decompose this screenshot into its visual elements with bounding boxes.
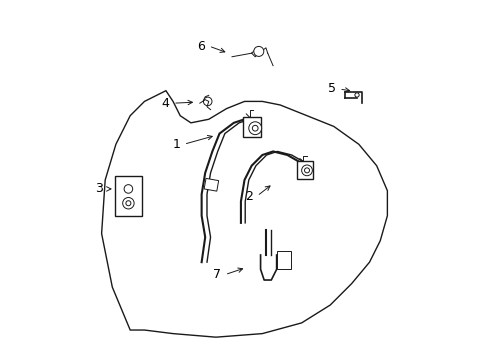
Bar [276, 251, 290, 269]
Text: 1: 1 [172, 138, 180, 151]
Text: 2: 2 [245, 190, 253, 203]
Circle shape [253, 46, 263, 57]
Bar [297, 161, 313, 179]
Text: 7: 7 [213, 268, 221, 281]
Circle shape [304, 168, 309, 173]
Text: 3: 3 [95, 183, 103, 195]
Circle shape [301, 165, 312, 176]
Circle shape [248, 122, 261, 135]
Circle shape [125, 201, 131, 206]
Circle shape [124, 185, 132, 193]
Bar [242, 117, 260, 137]
Text: 6: 6 [197, 40, 205, 53]
Text: 5: 5 [327, 82, 335, 95]
PathPatch shape [102, 91, 386, 337]
Text: 4: 4 [161, 97, 169, 110]
Circle shape [122, 198, 134, 209]
Circle shape [252, 125, 258, 131]
Circle shape [203, 97, 212, 106]
Bar [115, 176, 142, 216]
Circle shape [354, 93, 358, 97]
Bar [203, 178, 218, 191]
